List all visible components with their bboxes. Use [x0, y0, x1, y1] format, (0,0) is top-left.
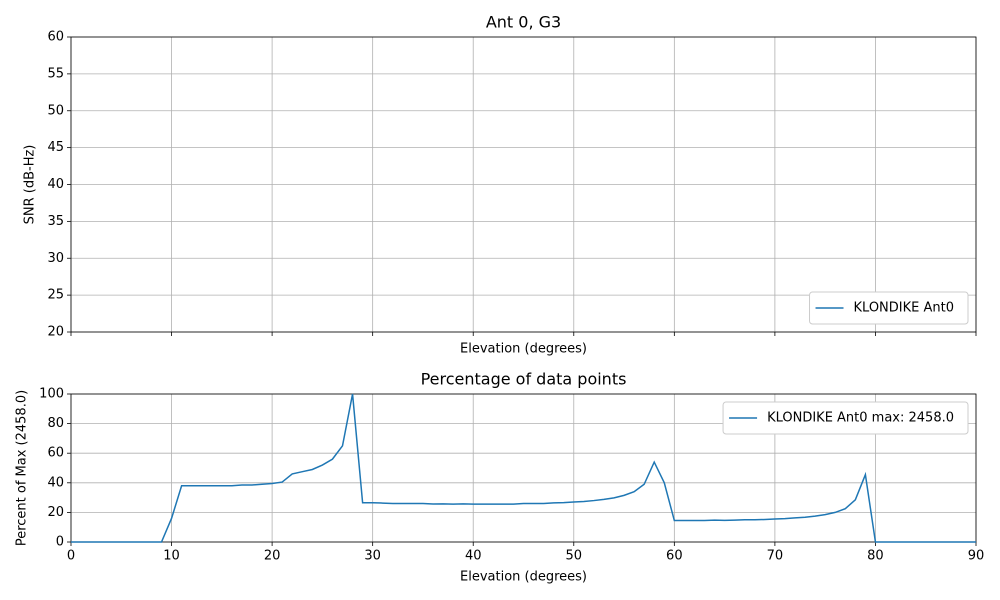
chart-title: Ant 0, G3: [486, 13, 561, 32]
x-tick-label: 80: [867, 549, 884, 564]
y-axis-label: SNR (dB-Hz): [23, 145, 38, 225]
chart-title: Percentage of data points: [421, 370, 627, 389]
y-tick-label: 55: [47, 66, 64, 81]
y-tick-label: 0: [56, 535, 64, 550]
x-axis-label: Elevation (degrees): [460, 570, 587, 585]
legend-box: [809, 291, 969, 325]
y-tick-label: 25: [47, 288, 64, 303]
legend: KLONDIKE Ant0 max: 2458.0: [722, 401, 969, 435]
y-tick-label: 80: [47, 416, 64, 431]
y-tick-label: 35: [47, 214, 64, 229]
y-tick-label: 60: [47, 30, 64, 45]
y-tick-label: 60: [47, 446, 64, 461]
y-tick-label: 40: [47, 475, 64, 490]
y-tick-label: 30: [47, 251, 64, 266]
y-tick-label: 20: [47, 505, 64, 520]
y-tick-label: 100: [39, 387, 64, 402]
legend-label: KLONDIKE Ant0 max: 2458.0: [767, 411, 954, 426]
data-line: [71, 393, 976, 543]
legend: KLONDIKE Ant0: [809, 291, 969, 325]
y-tick-label: 20: [47, 325, 64, 340]
y-tick-label: 45: [47, 140, 64, 155]
x-tick-label: 30: [364, 549, 381, 564]
plot-frame: [70, 36, 977, 333]
x-axis-label: Elevation (degrees): [460, 342, 587, 357]
x-tick-label: 0: [67, 549, 75, 564]
plot-frame: [70, 393, 977, 543]
x-tick-label: 50: [566, 549, 583, 564]
y-axis-label: Percent of Max (2458.0): [15, 390, 30, 546]
x-tick-label: 70: [767, 549, 784, 564]
x-tick-label: 60: [666, 549, 683, 564]
legend-box: [722, 401, 969, 435]
legend-label: KLONDIKE Ant0: [854, 301, 954, 316]
x-tick-label: 20: [264, 549, 281, 564]
x-tick-label: 90: [968, 549, 985, 564]
x-tick-label: 10: [163, 549, 180, 564]
x-tick-label: 40: [465, 549, 482, 564]
y-tick-label: 50: [47, 103, 64, 118]
y-tick-label: 40: [47, 177, 64, 192]
